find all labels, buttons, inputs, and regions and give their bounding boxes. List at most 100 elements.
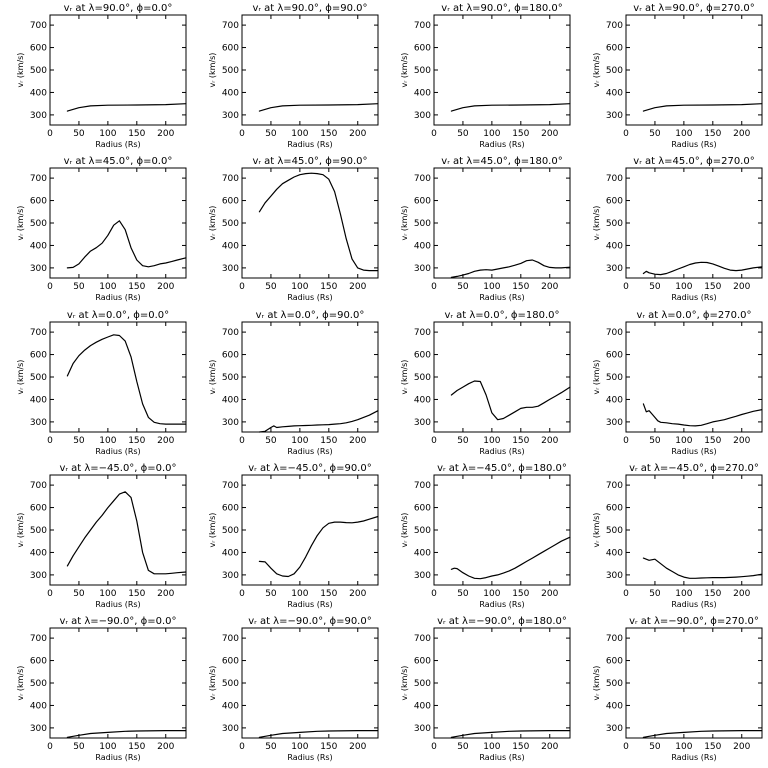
x-tick-label: 200 xyxy=(541,129,558,139)
y-axis-label: vᵣ (km/s) xyxy=(208,206,217,241)
panel-title: vᵣ at λ=0.0°, ϕ=90.0° xyxy=(256,310,365,321)
y-tick-label: 300 xyxy=(222,571,239,581)
panel-title: vᵣ at λ=−45.0°, ϕ=90.0° xyxy=(248,463,371,474)
y-tick-label: 300 xyxy=(606,264,623,274)
panel-title: vᵣ at λ=45.0°, ϕ=180.0° xyxy=(441,156,562,167)
x-tick-label: 200 xyxy=(349,589,366,599)
x-tick-label: 100 xyxy=(483,282,500,292)
series-line-0 xyxy=(642,261,763,276)
x-tick-label: 0 xyxy=(239,282,245,292)
y-tick-label: 300 xyxy=(30,264,47,274)
y-tick-label: 400 xyxy=(30,88,47,98)
x-tick-label: 50 xyxy=(457,282,469,292)
x-tick-label: 50 xyxy=(73,282,85,292)
panel-13: vᵣ at λ=−45.0°, ϕ=90.0° 0 50 100 150 200 300 40… xyxy=(208,463,379,609)
x-tick-label: 0 xyxy=(47,742,53,752)
y-tick-label: 600 xyxy=(414,351,431,361)
panel-title: vᵣ at λ=−45.0°, ϕ=180.0° xyxy=(437,463,567,474)
plot-frame xyxy=(49,627,187,739)
y-tick-label: 600 xyxy=(30,197,47,207)
y-tick-label: 400 xyxy=(222,88,239,98)
x-tick-label: 0 xyxy=(431,436,437,446)
x-axis-label: Radius (Rs) xyxy=(671,293,716,302)
x-axis-label: Radius (Rs) xyxy=(95,600,140,609)
x-tick-label: 100 xyxy=(675,282,692,292)
y-tick-label: 300 xyxy=(30,111,47,121)
y-tick-label: 300 xyxy=(414,418,431,428)
x-tick-label: 50 xyxy=(457,742,469,752)
y-tick-label: 500 xyxy=(414,66,431,76)
y-tick-label: 600 xyxy=(222,197,239,207)
y-tick-label: 600 xyxy=(222,44,239,54)
x-tick-label: 200 xyxy=(157,742,174,752)
plot-frame xyxy=(241,321,379,433)
x-tick-label: 0 xyxy=(239,129,245,139)
x-tick-label: 100 xyxy=(675,129,692,139)
y-tick-label: 700 xyxy=(222,481,239,491)
x-tick-label: 150 xyxy=(128,589,145,599)
x-axis-label: Radius (Rs) xyxy=(287,140,332,149)
y-tick-label: 500 xyxy=(414,526,431,536)
plot-frame xyxy=(433,627,571,739)
y-tick-label: 600 xyxy=(414,657,431,667)
y-tick-label: 600 xyxy=(606,197,623,207)
plot-frame xyxy=(625,321,763,433)
plot-frame xyxy=(433,321,571,433)
x-tick-label: 150 xyxy=(704,742,721,752)
y-tick-label: 400 xyxy=(606,701,623,711)
y-tick-label: 500 xyxy=(222,373,239,383)
x-tick-label: 200 xyxy=(733,129,750,139)
x-tick-label: 0 xyxy=(239,436,245,446)
x-axis-label: Radius (Rs) xyxy=(287,600,332,609)
x-tick-label: 0 xyxy=(623,436,629,446)
y-tick-label: 600 xyxy=(414,504,431,514)
panel-title: vᵣ at λ=0.0°, ϕ=0.0° xyxy=(67,310,169,321)
y-tick-label: 500 xyxy=(606,66,623,76)
x-tick-label: 0 xyxy=(47,282,53,292)
panel-14: vᵣ at λ=−45.0°, ϕ=180.0° 0 50 100 150 200 300 4… xyxy=(400,463,571,609)
x-tick-label: 100 xyxy=(483,742,500,752)
y-axis-label: vᵣ (km/s) xyxy=(16,53,25,88)
panel-19: vᵣ at λ=−90.0°, ϕ=270.0° 0 50 100 150 200 300 4… xyxy=(592,616,763,762)
panel-0: vᵣ at λ=90.0°, ϕ=0.0° 0 50 100 150 200 300 400 5… xyxy=(16,3,187,149)
y-axis-label: vᵣ (km/s) xyxy=(400,53,409,88)
x-tick-label: 200 xyxy=(349,282,366,292)
panel-6: vᵣ at λ=45.0°, ϕ=180.0° 0 50 100 150 200 300 40… xyxy=(400,156,571,302)
panel-title: vᵣ at λ=45.0°, ϕ=0.0° xyxy=(64,156,173,167)
x-tick-label: 200 xyxy=(541,742,558,752)
x-axis-label: Radius (Rs) xyxy=(95,140,140,149)
plot-frame xyxy=(49,474,187,586)
panel-12: vᵣ at λ=−45.0°, ϕ=0.0° 0 50 100 150 200 300 400… xyxy=(16,463,187,609)
x-tick-label: 100 xyxy=(291,282,308,292)
series-line-0 xyxy=(642,729,763,738)
series-line-0 xyxy=(258,103,379,112)
y-tick-label: 500 xyxy=(222,66,239,76)
y-tick-label: 400 xyxy=(222,701,239,711)
y-tick-label: 400 xyxy=(414,88,431,98)
y-tick-label: 700 xyxy=(606,634,623,644)
plot-frame xyxy=(241,627,379,739)
x-axis-label: Radius (Rs) xyxy=(671,600,716,609)
x-tick-label: 50 xyxy=(265,742,277,752)
y-tick-label: 400 xyxy=(414,241,431,251)
x-tick-label: 100 xyxy=(99,129,116,139)
x-tick-label: 0 xyxy=(431,282,437,292)
y-axis-label: vᵣ (km/s) xyxy=(400,513,409,548)
y-axis-label: vᵣ (km/s) xyxy=(592,53,601,88)
y-tick-label: 500 xyxy=(30,526,47,536)
y-tick-label: 600 xyxy=(222,504,239,514)
y-tick-label: 500 xyxy=(414,373,431,383)
series-line-0 xyxy=(66,729,187,738)
plot-frame xyxy=(625,627,763,739)
panel-title: vᵣ at λ=90.0°, ϕ=90.0° xyxy=(252,3,367,14)
x-tick-label: 50 xyxy=(265,129,277,139)
x-tick-label: 0 xyxy=(47,589,53,599)
plot-frame xyxy=(241,167,379,279)
series-line-0 xyxy=(642,403,763,427)
y-tick-label: 500 xyxy=(606,679,623,689)
x-tick-label: 150 xyxy=(320,436,337,446)
plot-frame xyxy=(433,14,571,126)
x-tick-label: 150 xyxy=(512,436,529,446)
x-tick-label: 0 xyxy=(239,589,245,599)
x-tick-label: 150 xyxy=(128,742,145,752)
